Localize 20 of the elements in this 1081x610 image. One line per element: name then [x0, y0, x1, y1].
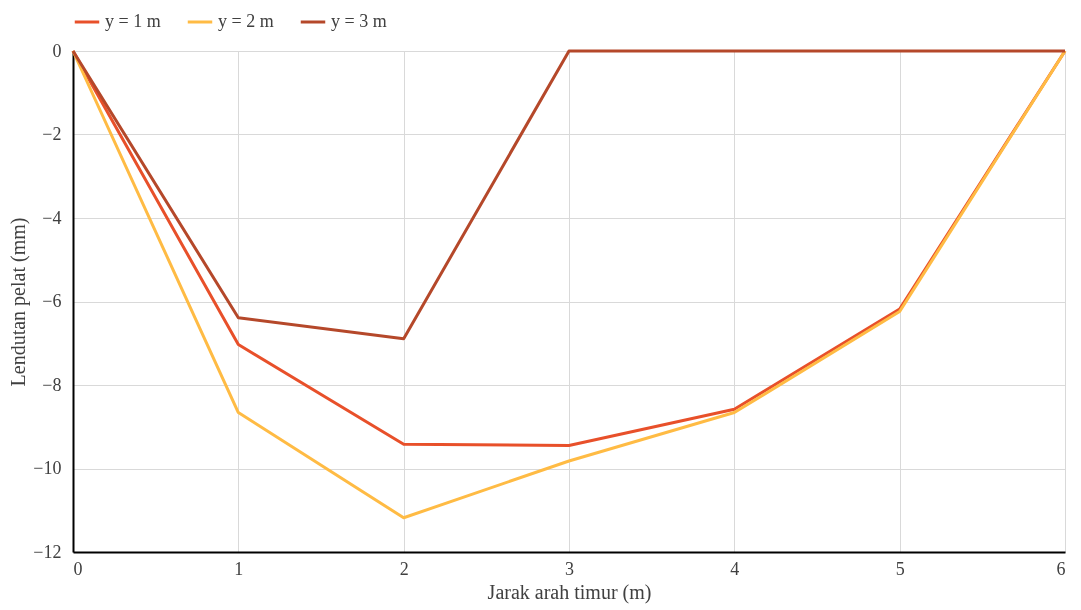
x-tick-label: 6 [1056, 558, 1066, 579]
x-tick-label: 2 [399, 558, 409, 579]
y-tick-label: −4 [42, 207, 62, 228]
legend-label: y = 1 m [105, 11, 161, 31]
y-tick-label: 0 [52, 40, 62, 61]
y-tick-label: −6 [42, 291, 62, 311]
y-axis-title: Lendutan pelat (mm) [7, 217, 31, 387]
legend-label: y = 2 m [218, 11, 274, 31]
line-series [71, 49, 1067, 520]
y-tick-label: −12 [33, 541, 62, 562]
y-tick-label: −8 [42, 374, 62, 395]
x-tick-label: 1 [234, 558, 244, 579]
y-tick-label: −2 [42, 124, 62, 144]
y-tick-label: −10 [33, 458, 62, 478]
x-tick-label: 0 [73, 558, 83, 579]
x-tick-label: 3 [565, 558, 574, 579]
legend-label: y = 3 m [331, 11, 387, 31]
x-axis-title: Jarak arah timur (m) [487, 580, 652, 604]
x-tick-label: 5 [895, 558, 905, 579]
x-tick-label: 4 [730, 558, 740, 579]
